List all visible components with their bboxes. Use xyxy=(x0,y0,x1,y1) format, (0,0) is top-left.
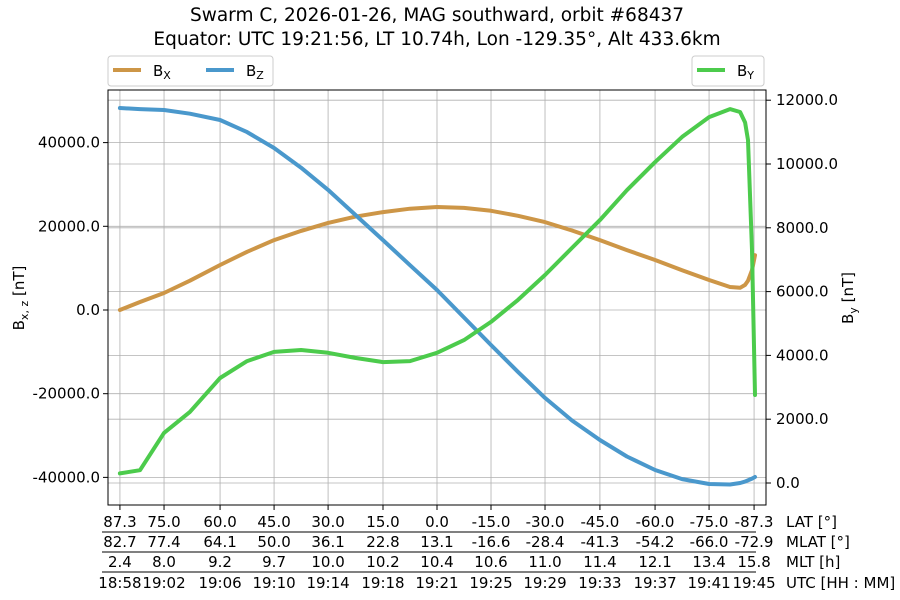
x-tick-label: -87.3 xyxy=(735,513,774,531)
x-tick-label: 19:45 xyxy=(732,574,775,592)
x-tick-label: 11.4 xyxy=(583,553,616,571)
x-tick-label: 2.4 xyxy=(108,553,132,571)
x-tick-label: 15.0 xyxy=(366,513,399,531)
x-tick-label: 22.8 xyxy=(366,533,399,551)
y-tick-label-right: 4000.0 xyxy=(776,346,829,364)
x-tick-label: 10.4 xyxy=(420,553,453,571)
y-tick-label-left: -20000.0 xyxy=(33,385,100,403)
x-tick-label: -45.0 xyxy=(581,513,620,531)
x-tick-label: -15.0 xyxy=(472,513,511,531)
y-tick-label-left: 0.0 xyxy=(76,301,100,319)
x-tick-label: 13.1 xyxy=(420,533,453,551)
x-tick-label: 30.0 xyxy=(311,513,344,531)
x-tick-label: 75.0 xyxy=(147,513,180,531)
x-tick-label: 19:14 xyxy=(306,574,349,592)
x-tick-label: 13.4 xyxy=(692,553,725,571)
x-tick-label: -30.0 xyxy=(526,513,565,531)
y-tick-label-left: 40000.0 xyxy=(38,134,100,152)
x-row-label: UTC [HH : MM] xyxy=(786,574,895,592)
y-tick-label-right: 8000.0 xyxy=(776,219,829,237)
x-tick-label: 19:21 xyxy=(415,574,458,592)
x-tick-label: 0.0 xyxy=(425,513,449,531)
x-tick-label: -16.6 xyxy=(472,533,511,551)
x-tick-label: 9.7 xyxy=(262,553,286,571)
chart-subtitle: Equator: UTC 19:21:56, LT 10.74h, Lon -1… xyxy=(153,29,720,50)
x-tick-label: 36.1 xyxy=(311,533,344,551)
series-line-b_y xyxy=(117,107,757,476)
x-tick-label: -60.0 xyxy=(636,513,675,531)
legend-box xyxy=(691,55,765,87)
x-tick-label: 19:06 xyxy=(198,574,241,592)
x-tick-label: 77.4 xyxy=(147,533,180,551)
x-row-label: MLT [h] xyxy=(786,553,840,571)
x-tick-label: 50.0 xyxy=(257,533,290,551)
y-tick-label-right: 6000.0 xyxy=(776,283,829,301)
y-axis-left-label: Bx, z [nT] xyxy=(10,266,31,331)
chart-title: Swarm C, 2026-01-26, MAG southward, orbi… xyxy=(190,5,684,26)
x-tick-label: 82.7 xyxy=(103,533,136,551)
x-tick-label: 11.0 xyxy=(528,553,561,571)
x-tick-label: 19:37 xyxy=(633,574,676,592)
x-tick-label: -28.4 xyxy=(526,533,565,551)
x-tick-label: 19:02 xyxy=(142,574,185,592)
x-tick-label: -72.9 xyxy=(735,533,774,551)
x-tick-label: 10.0 xyxy=(311,553,344,571)
y-tick-label-left: -40000.0 xyxy=(33,468,100,486)
series-line-b_z xyxy=(117,106,757,487)
y-tick-label-left: 20000.0 xyxy=(38,217,100,235)
x-tick-label: 18:58 xyxy=(98,574,141,592)
x-tick-label: 19:18 xyxy=(361,574,404,592)
y-tick-label-right: 10000.0 xyxy=(776,155,838,173)
y-tick-label-right: 12000.0 xyxy=(776,91,838,109)
legends: BX BZ BY xyxy=(107,55,765,87)
x-tick-label: -75.0 xyxy=(690,513,729,531)
legend-box xyxy=(107,55,274,87)
x-tick-label: 19:25 xyxy=(469,574,512,592)
x-tick-label: 19:29 xyxy=(523,574,566,592)
x-tick-label: 10.2 xyxy=(366,553,399,571)
x-tick-label: 19:10 xyxy=(252,574,295,592)
x-row-label: LAT [°] xyxy=(786,513,837,531)
x-row-label: MLAT [°] xyxy=(786,533,850,551)
x-tick-label: 64.1 xyxy=(203,533,236,551)
x-tick-label: 12.1 xyxy=(638,553,671,571)
x-tick-label: -66.0 xyxy=(690,533,729,551)
x-tick-label: 9.2 xyxy=(208,553,232,571)
x-tick-label: 10.6 xyxy=(474,553,507,571)
x-tick-label: 8.0 xyxy=(152,553,176,571)
x-tick-label: 45.0 xyxy=(257,513,290,531)
x-tick-label: 87.3 xyxy=(103,513,136,531)
x-tick-label: 15.8 xyxy=(737,553,770,571)
series-line-b_x xyxy=(117,205,757,312)
x-tick-label: 60.0 xyxy=(203,513,236,531)
x-tick-label: 19:33 xyxy=(578,574,621,592)
y-tick-label-right: 2000.0 xyxy=(776,410,829,428)
y-tick-label-right: 0.0 xyxy=(776,474,800,492)
y-axis-right-label: By [nT] xyxy=(839,272,860,324)
series-lines xyxy=(117,106,757,487)
x-tick-label: 19:41 xyxy=(687,574,730,592)
x-tick-label: -41.3 xyxy=(581,533,620,551)
axes: -40000.0 -20000.0 0.0 20000.0 40000.0 0.0 2000… xyxy=(33,91,896,592)
x-tick-label: -54.2 xyxy=(636,533,675,551)
